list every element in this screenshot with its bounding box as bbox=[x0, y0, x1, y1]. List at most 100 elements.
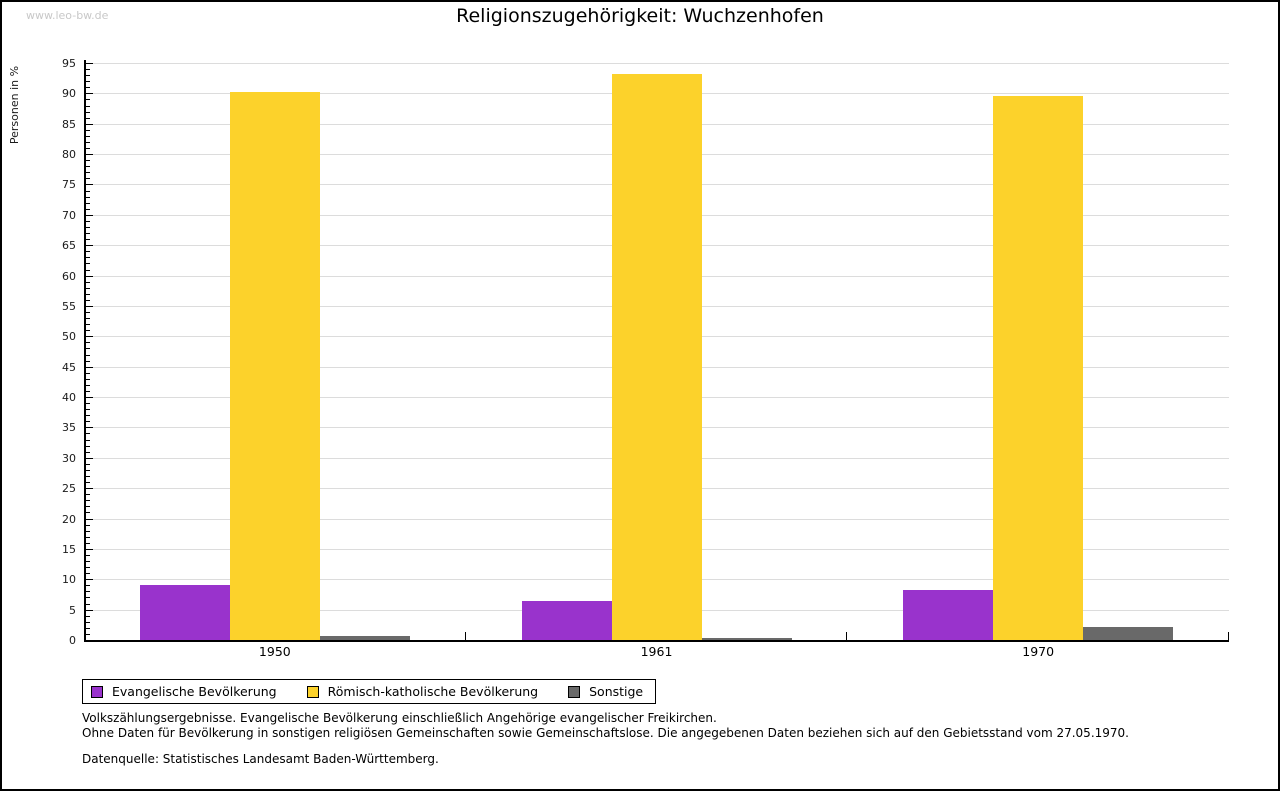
y-minor-tick bbox=[86, 415, 90, 417]
y-major-tick bbox=[86, 397, 93, 399]
y-minor-tick bbox=[86, 117, 90, 119]
y-minor-tick bbox=[86, 482, 90, 484]
y-tick-label: 45 bbox=[62, 360, 76, 374]
y-minor-tick bbox=[86, 129, 90, 131]
bar-1970-sonstige bbox=[1083, 627, 1174, 640]
y-minor-tick bbox=[86, 141, 90, 143]
y-tick-label: 80 bbox=[62, 148, 76, 162]
footnote-line: Ohne Daten für Bevölkerung in sonstigen … bbox=[82, 725, 1129, 740]
y-tick-label: 55 bbox=[62, 299, 76, 313]
bar-1961-r-misch-katholische-bev-lkerung bbox=[611, 73, 702, 640]
y-minor-tick bbox=[86, 281, 90, 283]
legend-swatch-icon bbox=[568, 685, 581, 698]
y-major-tick bbox=[86, 488, 93, 490]
y-minor-tick bbox=[86, 603, 90, 605]
footnote-line: Volkszählungsergebnisse. Evangelische Be… bbox=[82, 711, 717, 725]
y-tick-label: 25 bbox=[62, 482, 76, 496]
y-minor-tick bbox=[86, 573, 90, 575]
legend-label: Evangelische Bevölkerung bbox=[112, 684, 277, 699]
legend-box: Evangelische Bevölkerung Römisch-katholis… bbox=[82, 679, 657, 704]
y-minor-tick bbox=[86, 585, 90, 587]
y-tick-label: 70 bbox=[62, 208, 76, 222]
y-minor-tick bbox=[86, 251, 90, 253]
bar-1961-sonstige bbox=[701, 638, 792, 640]
y-minor-tick bbox=[86, 372, 90, 374]
bar-1961-evangelische-bev-lkerung bbox=[521, 600, 612, 640]
y-minor-tick bbox=[86, 111, 90, 113]
y-minor-tick bbox=[86, 384, 90, 386]
chart-title: Religionszugehörigkeit: Wuchzenhofen bbox=[456, 5, 824, 27]
plot-area: 0 5 10 15 20 25 30 35 40 45 50 55 60 65 70 75 80 85 90 95 19… bbox=[62, 58, 1229, 659]
x-category-label: 1970 bbox=[1022, 644, 1055, 659]
x-category-label: 1961 bbox=[640, 644, 673, 659]
y-minor-tick bbox=[86, 567, 90, 569]
y-minor-tick bbox=[86, 591, 90, 593]
y-major-tick bbox=[86, 63, 93, 64]
x-boundary-tick bbox=[1228, 632, 1229, 640]
y-minor-tick bbox=[86, 536, 90, 538]
y-minor-tick bbox=[86, 500, 90, 502]
y-minor-tick bbox=[86, 409, 90, 411]
y-minor-tick bbox=[86, 512, 90, 514]
y-minor-tick bbox=[86, 524, 90, 526]
y-minor-tick bbox=[86, 633, 90, 635]
y-minor-tick bbox=[86, 81, 90, 83]
y-major-tick bbox=[86, 184, 93, 186]
y-minor-tick bbox=[86, 318, 90, 320]
legend-label: Sonstige bbox=[589, 684, 644, 699]
y-minor-tick bbox=[86, 324, 90, 326]
y-major-tick bbox=[86, 305, 93, 307]
y-minor-tick bbox=[86, 220, 90, 222]
y-tick-label: 20 bbox=[62, 512, 76, 526]
y-minor-tick bbox=[86, 439, 90, 441]
y-major-tick bbox=[86, 245, 93, 247]
y-minor-tick bbox=[86, 403, 90, 405]
y-minor-tick bbox=[86, 69, 90, 71]
y-minor-tick bbox=[86, 348, 90, 350]
y-tick-label: 75 bbox=[62, 178, 76, 192]
legend-item: Evangelische Bevölkerung bbox=[91, 684, 277, 699]
y-minor-tick bbox=[86, 615, 90, 617]
y-major-tick bbox=[86, 154, 93, 156]
y-tick-label: 95 bbox=[62, 57, 76, 70]
y-minor-tick bbox=[86, 506, 90, 508]
y-minor-tick bbox=[86, 208, 90, 210]
footnote-source: Datenquelle: Statistisches Landesamt Bad… bbox=[82, 752, 439, 766]
y-tick-label: 5 bbox=[69, 603, 76, 617]
y-axis-line bbox=[84, 60, 86, 640]
y-minor-tick bbox=[86, 239, 90, 241]
y-minor-tick bbox=[86, 597, 90, 599]
y-minor-tick bbox=[86, 299, 90, 301]
y-major-tick bbox=[86, 518, 93, 520]
y-major-tick bbox=[86, 427, 93, 429]
y-minor-tick bbox=[86, 75, 90, 77]
y-tick-label: 10 bbox=[62, 573, 76, 587]
y-minor-tick bbox=[86, 433, 90, 435]
y-minor-tick bbox=[86, 542, 90, 544]
y-tick-label: 15 bbox=[62, 542, 76, 556]
y-minor-tick bbox=[86, 445, 90, 447]
y-minor-tick bbox=[86, 178, 90, 180]
footnotes: Volkszählungsergebnisse. Evangelische Be… bbox=[82, 711, 1129, 767]
y-minor-tick bbox=[86, 627, 90, 629]
y-major-tick bbox=[86, 548, 93, 550]
y-minor-tick bbox=[86, 469, 90, 471]
y-minor-tick bbox=[86, 166, 90, 168]
y-tick-label: 50 bbox=[62, 330, 76, 344]
y-minor-tick bbox=[86, 342, 90, 344]
legend-item: Sonstige bbox=[568, 684, 643, 699]
y-major-tick bbox=[86, 275, 93, 277]
y-minor-tick bbox=[86, 135, 90, 137]
x-boundary-tick bbox=[464, 632, 466, 640]
y-axis-title: Personen in % bbox=[8, 65, 21, 145]
y-minor-tick bbox=[86, 233, 90, 235]
y-major-tick bbox=[86, 457, 93, 459]
y-tick-label: 30 bbox=[62, 451, 76, 465]
y-tick-label: 60 bbox=[62, 269, 76, 283]
y-minor-tick bbox=[86, 360, 90, 362]
y-minor-tick bbox=[86, 354, 90, 356]
y-minor-tick bbox=[86, 378, 90, 380]
legend-swatch-icon bbox=[306, 685, 319, 698]
y-tick-label: 65 bbox=[62, 239, 76, 253]
legend-swatch-icon bbox=[91, 685, 103, 698]
